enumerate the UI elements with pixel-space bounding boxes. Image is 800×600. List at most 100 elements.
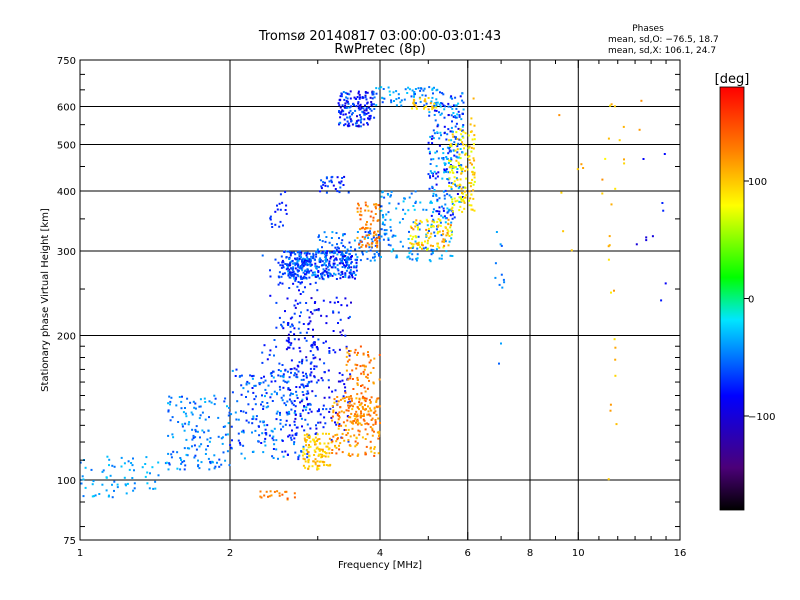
data-point [102, 469, 105, 472]
data-point [180, 407, 183, 410]
data-point [447, 178, 450, 181]
data-point [180, 462, 183, 465]
data-point [193, 456, 196, 459]
data-point [456, 137, 459, 140]
data-point [341, 266, 344, 268]
data-point [237, 432, 240, 435]
data-point [500, 244, 503, 247]
data-point [447, 230, 450, 233]
data-point [358, 430, 361, 433]
data-point [469, 161, 472, 164]
data-point [333, 250, 336, 253]
data-point [369, 230, 371, 233]
data-point [230, 425, 233, 428]
data-point [328, 350, 331, 353]
data-point [310, 380, 313, 383]
data-point [381, 96, 384, 99]
data-point [325, 257, 327, 260]
data-point [328, 263, 331, 266]
data-point [439, 113, 442, 116]
data-point [300, 259, 303, 262]
data-point [317, 236, 320, 239]
data-point [344, 390, 347, 393]
data-point [345, 396, 348, 398]
data-point [167, 468, 170, 471]
data-point [264, 432, 267, 434]
data-point [342, 113, 345, 116]
data-point [350, 301, 352, 304]
data-point [369, 232, 372, 235]
data-point [297, 458, 300, 461]
data-point [432, 225, 435, 228]
data-point [461, 192, 463, 194]
data-point [305, 302, 308, 304]
data-point [360, 372, 363, 375]
data-point [293, 443, 295, 446]
data-point [455, 107, 458, 110]
data-point [308, 435, 311, 438]
data-point [413, 208, 416, 211]
data-point [109, 474, 112, 477]
chart-title: Tromsø 20140817 03:00:00-03:01:43 [258, 29, 501, 44]
data-point [344, 275, 347, 278]
data-point [282, 321, 285, 324]
data-point [412, 228, 415, 231]
data-point [299, 415, 302, 417]
data-point [186, 447, 189, 450]
data-point [346, 248, 349, 251]
data-point [308, 444, 310, 446]
data-point [242, 387, 245, 390]
data-point [209, 460, 212, 463]
data-point [442, 207, 445, 210]
data-point [417, 243, 420, 246]
data-point [442, 93, 445, 96]
data-point [318, 409, 320, 412]
data-point [339, 186, 342, 189]
data-point [448, 235, 451, 237]
data-point [382, 238, 385, 241]
data-point [277, 369, 280, 371]
data-point [395, 256, 398, 259]
data-point [285, 411, 288, 414]
data-point [274, 258, 277, 261]
data-point [309, 362, 312, 365]
data-point [427, 173, 430, 176]
data-point [375, 92, 378, 95]
data-point [340, 410, 343, 413]
data-point [337, 102, 340, 105]
data-point [425, 235, 428, 238]
data-point [359, 416, 362, 419]
data-point [494, 276, 497, 279]
data-point [327, 369, 330, 372]
data-point [275, 439, 278, 442]
data-point [252, 391, 255, 394]
data-point [290, 251, 293, 254]
data-point [349, 115, 352, 118]
data-point [300, 265, 303, 268]
data-point [415, 257, 418, 260]
data-point [167, 409, 170, 412]
data-point [430, 100, 433, 103]
data-point [430, 201, 433, 204]
y-tick-label: 100 [57, 476, 76, 487]
data-point [441, 205, 443, 208]
data-point [358, 246, 361, 249]
data-point [362, 352, 365, 355]
data-point [279, 422, 282, 425]
data-point [359, 116, 362, 119]
data-point [358, 242, 361, 245]
data-point [277, 261, 280, 264]
data-point [295, 373, 298, 376]
data-point [453, 176, 456, 179]
data-point [449, 224, 452, 227]
data-point [361, 397, 364, 400]
data-point [350, 105, 353, 108]
data-point [292, 282, 295, 285]
data-point [228, 411, 231, 414]
data-point [297, 456, 300, 459]
data-point [439, 105, 442, 108]
data-point [305, 273, 308, 276]
data-point [269, 215, 272, 218]
data-point [286, 453, 289, 456]
data-point [281, 264, 284, 267]
